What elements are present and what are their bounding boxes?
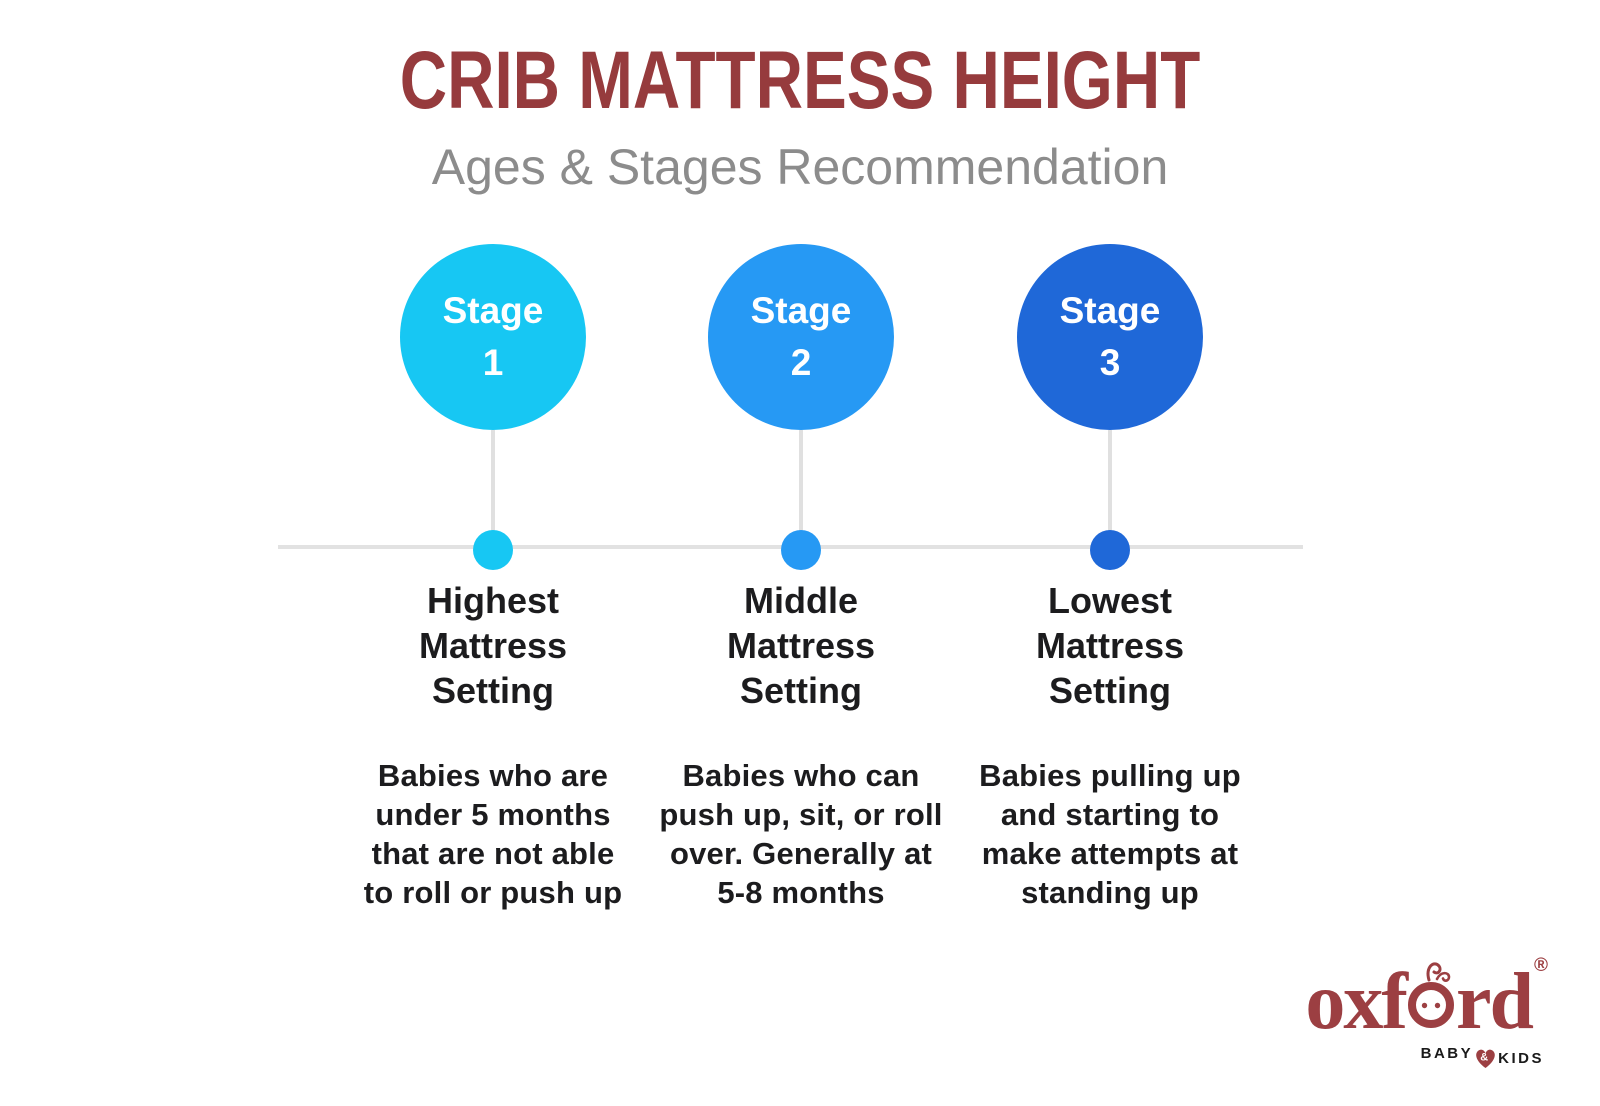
stage-3-connector-line: [1108, 430, 1112, 551]
stage-1-connector-line: [491, 430, 495, 551]
logo-baby-text: BABY: [1420, 1045, 1474, 1062]
stage-1-heading: Highest Mattress Setting: [418, 580, 568, 711]
heart-ampersand-icon: &: [1476, 1049, 1495, 1068]
page-subtitle: Ages & Stages Recommendation: [431, 139, 1169, 195]
stage-2-heading: Middle Mattress Setting: [726, 580, 876, 711]
logo-subline: BABY & KIDS: [1305, 1045, 1548, 1069]
logo-ampersand: &: [1480, 1052, 1490, 1064]
oxford-wordmark-prefix: oxf: [1305, 958, 1408, 1046]
oxford-wordmark-suffix: rd: [1456, 958, 1534, 1046]
oxford-wordmark: oxf rd ®: [1305, 950, 1548, 1042]
stage-column-2: Stage 2 Middle Mattress Setting Babies w…: [641, 244, 961, 910]
stage-3-heading: Lowest Mattress Setting: [1035, 580, 1185, 711]
oxford-logo: oxf rd ® BABY & KIDS: [1305, 950, 1548, 1069]
baby-face-icon: [1408, 962, 1454, 1028]
logo-kids-text: KIDS: [1498, 1050, 1544, 1067]
stage-1-timeline-dot: [473, 530, 513, 570]
stage-column-1: Stage 1 Highest Mattress Setting Babies …: [333, 244, 653, 910]
stage-1-description: Babies who are under 5 months that are n…: [363, 758, 623, 910]
registered-trademark: ®: [1534, 955, 1548, 976]
stage-column-3: Stage 3 Lowest Mattress Setting Babies p…: [950, 244, 1270, 910]
stage-3-circle: Stage 3: [1017, 244, 1203, 430]
stage-1-circle: Stage 1: [400, 244, 586, 430]
stage-3-timeline-dot: [1090, 530, 1130, 570]
stage-2-timeline-dot: [781, 530, 821, 570]
stage-2-connector-line: [799, 430, 803, 551]
stage-2-circle: Stage 2: [708, 244, 894, 430]
page-title: CRIB MATTRESS HEIGHT: [399, 35, 1201, 126]
stage-3-description: Babies pulling up and starting to make a…: [979, 758, 1241, 910]
stage-2-description: Babies who can push up, sit, or roll ove…: [659, 758, 943, 910]
